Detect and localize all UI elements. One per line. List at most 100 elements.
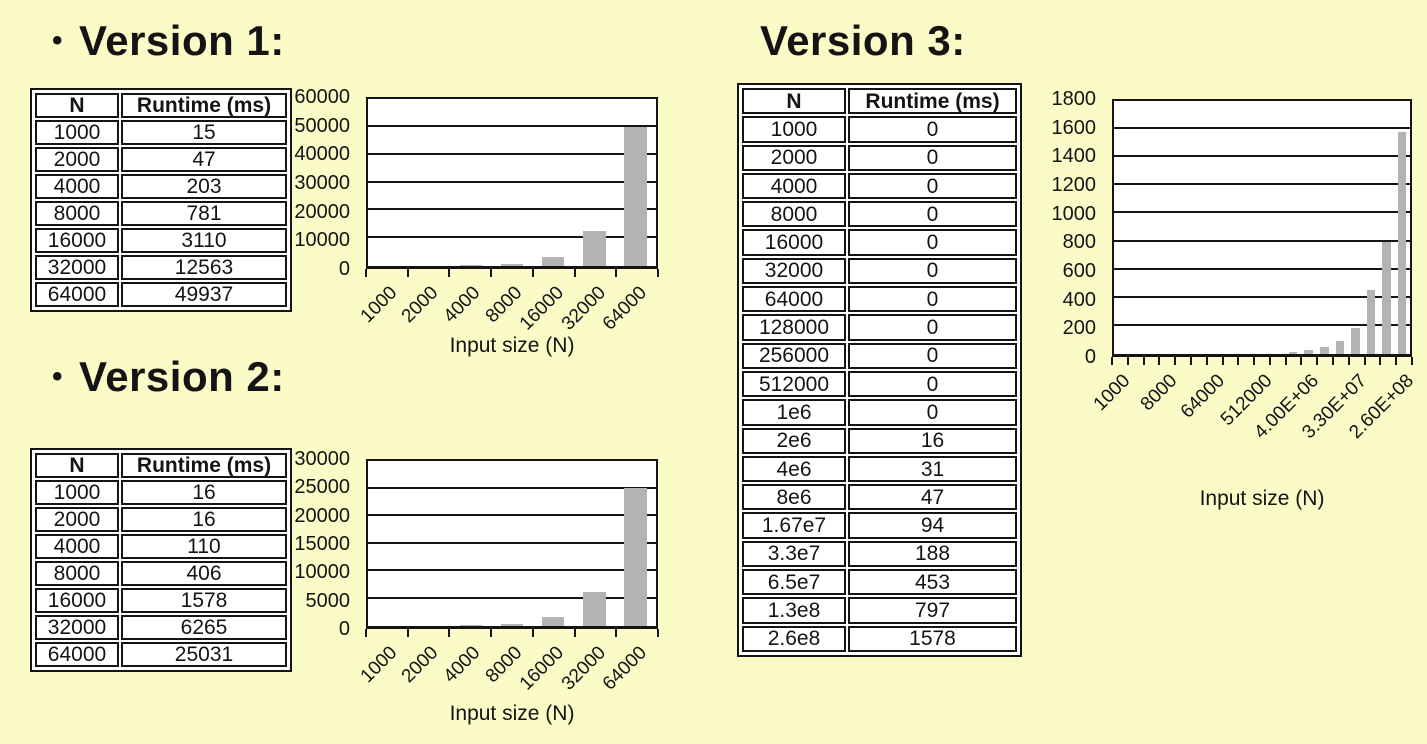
x-tick-label: 4000: [439, 642, 485, 688]
x-axis-ticks: [1111, 357, 1413, 366]
table-cell: 64000: [35, 642, 119, 667]
table-cell: 0: [848, 342, 1017, 369]
table-cell: 4000: [742, 172, 846, 200]
bar: [624, 488, 647, 626]
y-tick-label: 1600: [1051, 116, 1097, 139]
y-tick-label: 400: [1062, 288, 1096, 311]
y-tick-label: 60000: [294, 86, 350, 108]
x-axis-ticks: [365, 629, 659, 638]
table-cell: 110: [121, 534, 287, 559]
y-tick-label: 50000: [294, 114, 350, 137]
x-tick: [365, 629, 367, 637]
x-tick: [657, 269, 659, 277]
runtime-table-v3: N Runtime (ms) 1000 0 2000 0 4000 0 8000 0 16000 0 3…: [737, 83, 1022, 657]
table-cell: 94: [848, 512, 1017, 539]
bar: [582, 591, 606, 626]
plot-area: [366, 97, 658, 269]
y-tick-label: 30000: [294, 448, 350, 470]
bar: [624, 127, 647, 266]
x-tick-label: 3.30E+07: [1298, 370, 1371, 444]
x-tick-label: 32000: [557, 642, 610, 695]
y-tick-label: 1400: [1051, 145, 1097, 168]
x-axis-title: Input size (N): [1199, 487, 1325, 510]
table-cell: 64000: [742, 286, 846, 313]
y-tick-label: 1200: [1051, 174, 1097, 196]
table-cell: 4000: [35, 534, 119, 559]
bar: [1320, 347, 1329, 354]
version-2-title-text: Version 2:: [79, 353, 285, 400]
table-cell: 512000: [742, 370, 846, 398]
table-cell: 16000: [35, 588, 119, 613]
grid-line: [1114, 211, 1410, 214]
bar: [500, 623, 524, 626]
table-cell: 6265: [121, 615, 287, 640]
runtime-chart-v2: 0 5000 10000 15000 20000 25000 30000 1000 2000 4…: [294, 449, 676, 744]
y-tick-label: 20000: [294, 200, 350, 223]
table-cell: 16: [848, 427, 1017, 454]
x-tick: [615, 629, 618, 637]
y-tick-label: 0: [338, 618, 350, 640]
table-cell: 31: [848, 455, 1017, 483]
y-tick-label: 0: [1084, 346, 1096, 368]
x-tick: [1395, 357, 1398, 365]
table-cell: 32000: [35, 255, 119, 280]
x-tick: [1126, 357, 1129, 365]
y-tick-label: 5000: [305, 589, 351, 612]
y-tick-label: 25000: [294, 476, 350, 499]
table-cell: 797: [848, 597, 1017, 624]
table-cell: 203: [121, 174, 287, 199]
x-tick-label: 2.60E+08: [1345, 370, 1419, 444]
table-cell: 2000: [742, 144, 846, 171]
y-tick-label: 10000: [294, 561, 350, 584]
x-tick-label: 32000: [557, 282, 610, 335]
bar: [541, 617, 565, 626]
y-tick-label: 200: [1062, 317, 1096, 340]
table-cell: 406: [121, 561, 287, 586]
x-tick-label: 1000: [1089, 370, 1135, 416]
table-header-cell: Runtime (ms): [121, 93, 287, 118]
grid-line: [1114, 183, 1410, 186]
version-1-title-text: Version 1:: [79, 17, 285, 64]
plot-area: [1112, 99, 1412, 357]
grid-line: [1114, 155, 1410, 158]
y-axis: 0 200 400 600 800 1000 1200 1400 1600 1800: [1046, 89, 1104, 367]
x-axis-labels: 1000 2000 4000 8000 16000 32000 64000: [356, 640, 658, 744]
grid-line: [1114, 295, 1410, 298]
x-tick: [1142, 357, 1145, 365]
x-axis-labels: 1000 8000 64000 512000 4.00E+06 3.30E+07 2.60E…: [1089, 368, 1418, 478]
table-cell: 453: [848, 569, 1017, 596]
table-header-cell: Runtime (ms): [848, 88, 1017, 115]
x-tick: [1221, 357, 1224, 365]
table-header-cell: Runtime (ms): [121, 453, 287, 478]
table-cell: 256000: [742, 342, 846, 369]
table-cell: 0: [848, 370, 1017, 398]
table-cell: 16: [121, 480, 287, 505]
x-tick-label: 8000: [1136, 370, 1182, 416]
x-tick: [406, 629, 409, 637]
bar: [541, 257, 565, 266]
table-header-cell: N: [35, 453, 119, 478]
table-cell: 16000: [742, 229, 846, 256]
bar: [1288, 351, 1298, 354]
table-cell: 16000: [35, 228, 119, 253]
grid-line: [368, 596, 656, 599]
x-tick-label: 8000: [481, 642, 527, 688]
y-tick-label: 1800: [1051, 88, 1097, 110]
x-tick-label: 2000: [397, 282, 443, 328]
version-3-title-text: Version 3:: [760, 17, 966, 64]
x-tick-label: 2000: [397, 642, 443, 688]
y-axis: 0 5000 10000 15000 20000 25000 30000: [294, 449, 358, 639]
table-cell: 4e6: [742, 455, 846, 483]
table-cell: 0: [848, 144, 1017, 171]
x-tick: [1111, 357, 1113, 365]
table-cell: 8000: [35, 201, 119, 226]
bar: [582, 231, 606, 266]
grid-line: [368, 180, 656, 183]
bar: [1366, 290, 1376, 354]
x-tick-label: 8000: [481, 282, 527, 328]
grid-line: [368, 514, 656, 516]
table-cell: 1000: [35, 120, 119, 145]
x-tick: [1332, 357, 1335, 365]
table-cell: 1578: [848, 625, 1017, 652]
table-header-cell: N: [35, 93, 119, 118]
